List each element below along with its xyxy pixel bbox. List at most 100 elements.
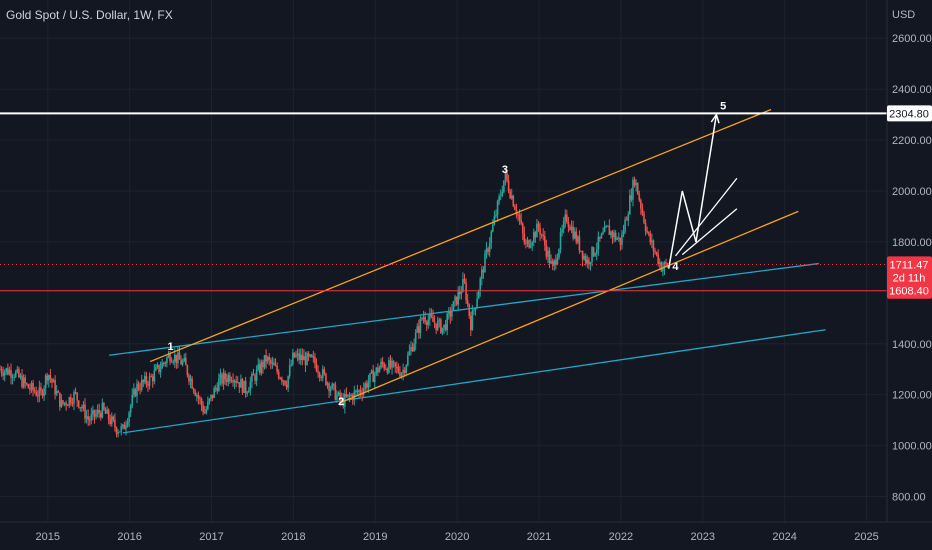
candle[interactable] [2,366,4,380]
candle[interactable] [288,358,291,379]
candle[interactable] [134,387,137,398]
candle[interactable] [136,379,138,404]
candle[interactable] [59,392,61,411]
candle[interactable] [281,376,283,385]
candle[interactable] [68,396,71,409]
candle[interactable] [38,380,41,403]
candle[interactable] [337,391,340,397]
last-price-tag[interactable]: 1711.47 2d 11h [887,256,932,288]
candle[interactable] [262,359,264,374]
candle[interactable] [367,374,370,393]
candle[interactable] [202,401,204,416]
candle[interactable] [18,366,20,379]
candle[interactable] [36,390,39,403]
candle[interactable] [164,361,167,367]
candle[interactable] [81,404,83,413]
candle[interactable] [290,359,293,367]
candle[interactable] [306,351,308,366]
candle[interactable] [16,365,19,374]
candle[interactable] [362,382,365,398]
candle[interactable] [444,319,447,332]
candle[interactable] [62,399,64,406]
candle[interactable] [662,261,664,277]
candle[interactable] [227,372,230,387]
candle[interactable] [636,182,639,195]
candle[interactable] [254,373,256,385]
candle[interactable] [293,352,296,358]
candle[interactable] [622,224,625,238]
candle[interactable] [33,387,36,394]
candle[interactable] [196,392,198,402]
candle[interactable] [162,361,165,367]
candle[interactable] [270,357,272,370]
candle[interactable] [296,348,299,362]
candle[interactable] [473,308,475,315]
candle[interactable] [292,348,294,367]
candle[interactable] [573,227,576,240]
candle[interactable] [353,385,356,406]
candle[interactable] [540,233,543,239]
candle[interactable] [82,400,85,412]
candle[interactable] [7,363,9,376]
candle[interactable] [458,285,461,300]
candle[interactable] [460,286,463,300]
candle[interactable] [567,216,570,233]
price-axis[interactable]: 2600.00 2400.00 2200.00 2000.00 1800.00 1400.… [892,33,932,503]
candle[interactable] [435,323,437,334]
candle[interactable] [614,230,617,242]
candle[interactable] [5,367,8,375]
candle[interactable] [479,276,482,297]
candle[interactable] [446,310,448,336]
candle[interactable] [449,306,452,324]
candle[interactable] [580,250,582,253]
candle[interactable] [35,386,38,397]
candle[interactable] [120,423,123,436]
candle[interactable] [71,397,74,407]
candle[interactable] [259,359,261,376]
candle[interactable] [644,219,647,236]
candle[interactable] [93,409,96,424]
candle[interactable] [517,213,519,222]
candle[interactable] [285,380,288,390]
candle[interactable] [438,317,441,328]
candle[interactable] [564,209,567,228]
candle[interactable] [625,216,628,221]
candle[interactable] [411,342,414,353]
candle[interactable] [507,174,510,194]
candle[interactable] [422,310,425,324]
candle[interactable] [504,168,507,186]
candle[interactable] [514,204,516,211]
candle[interactable] [266,355,269,365]
candle[interactable] [654,247,656,255]
candle[interactable] [490,229,493,249]
candle[interactable] [397,363,400,374]
candle[interactable] [22,374,25,389]
candle[interactable] [41,388,44,399]
candle[interactable] [98,403,100,419]
candle[interactable] [542,228,545,241]
candle[interactable] [602,227,604,235]
candle[interactable] [25,382,28,386]
candle[interactable] [629,189,631,215]
candle[interactable] [274,358,277,367]
candle[interactable] [117,429,119,438]
candle[interactable] [395,361,398,374]
candle[interactable] [225,373,228,386]
candle[interactable] [496,199,499,222]
candle[interactable] [128,410,130,428]
candle[interactable] [441,327,444,336]
candle[interactable] [455,296,458,306]
candle[interactable] [310,353,313,358]
candle[interactable] [333,383,335,391]
candle[interactable] [578,230,581,254]
candle[interactable] [340,392,343,406]
candle[interactable] [665,258,667,267]
candle[interactable] [123,421,126,430]
candle[interactable] [484,250,486,273]
candle[interactable] [392,360,395,368]
candle[interactable] [101,398,104,419]
candle[interactable] [188,373,190,386]
projection-path-line[interactable] [667,114,718,269]
candle[interactable] [655,251,658,257]
candle[interactable] [528,239,530,249]
